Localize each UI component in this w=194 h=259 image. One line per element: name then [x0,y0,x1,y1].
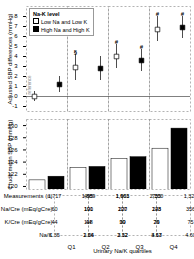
svg-text:5: 5 [14,43,18,49]
svg-text:207: 207 [118,206,127,212]
svg-text:1,717: 1,717 [48,193,62,199]
svg-text:#: # [156,11,160,17]
svg-text:75: 75 [187,219,193,225]
svg-text:26: 26 [153,219,159,225]
html-text:Na-K level: Na-K level [33,11,60,17]
svg-text:3: 3 [14,63,18,69]
svg-text:1,663: 1,663 [116,193,130,199]
svg-text:1.35: 1.35 [49,232,60,238]
svg-text:2.32: 2.32 [117,232,128,238]
svg-text:1,901: 1,901 [116,193,130,199]
svg-text:§: § [74,49,78,55]
svg-text:60: 60 [51,206,57,212]
svg-text:Adjusted SBP differences (mmHg: Adjusted SBP differences (mmHg) [7,13,13,104]
svg-text:Measurements (n): Measurements (n) [4,193,53,199]
svg-text:7: 7 [14,23,18,29]
svg-text:2,200: 2,200 [150,193,164,199]
svg-text:3.13: 3.13 [151,232,162,238]
svg-text:4.67: 4.67 [151,232,162,238]
html-text:Low Na and Low K: Low Na and Low K [41,18,88,25]
svg-text:3.12: 3.12 [117,232,128,238]
svg-text:130: 130 [7,122,18,129]
svg-text:4.60: 4.60 [185,232,194,238]
svg-text:356: 356 [186,206,194,212]
svg-text:1: 1 [14,83,18,89]
svg-text:79: 79 [153,219,159,225]
svg-text:#: # [140,44,144,50]
svg-text:Crude mean SBP (mmHg): Crude mean SBP (mmHg) [7,120,13,190]
svg-text:Q1: Q1 [67,244,76,250]
svg-text:K/Cre (mEq/gCre): K/Cre (mEq/gCre) [4,219,52,225]
svg-text:1.64: 1.64 [83,232,94,238]
svg-text:123: 123 [152,206,161,212]
svg-text:120: 120 [118,206,127,212]
svg-text:Na/Cre (mEq/gCre): Na/Cre (mEq/gCre) [1,206,53,212]
svg-text:1,321: 1,321 [184,193,194,199]
svg-text:Urinary Na/K quartiles: Urinary Na/K quartiles [93,248,152,254]
svg-text:755: 755 [152,193,161,199]
svg-text:122: 122 [7,171,18,178]
svg-text:#: # [115,39,119,45]
svg-text:-1: -1 [12,103,18,109]
svg-text:4: 4 [14,53,18,59]
svg-text:8: 8 [14,13,18,19]
svg-text:1,889: 1,889 [82,193,96,199]
svg-text:6: 6 [14,33,18,39]
svg-text:44: 44 [85,219,91,225]
svg-text:Na/K: Na/K [39,232,53,239]
svg-text:126: 126 [7,146,18,153]
svg-text:191: 191 [84,206,93,212]
svg-text:0: 0 [14,93,18,99]
svg-text:reference: reference [27,75,32,95]
svg-text:124: 124 [7,159,18,165]
svg-text:Q4: Q4 [169,244,178,250]
svg-text:118: 118 [84,219,93,225]
svg-text:248: 248 [152,206,161,212]
svg-text:2.26: 2.26 [83,232,94,238]
svg-text:120: 120 [7,183,18,190]
svg-text:#: # [181,11,185,17]
svg-text:90: 90 [119,219,125,225]
svg-text:128: 128 [7,134,18,141]
svg-text:100: 100 [84,206,93,212]
svg-text:44: 44 [51,219,57,225]
svg-text:2: 2 [14,73,18,79]
svg-text:39: 39 [119,219,125,225]
html-text:High Na and High K: High Na and High K [41,26,90,32]
